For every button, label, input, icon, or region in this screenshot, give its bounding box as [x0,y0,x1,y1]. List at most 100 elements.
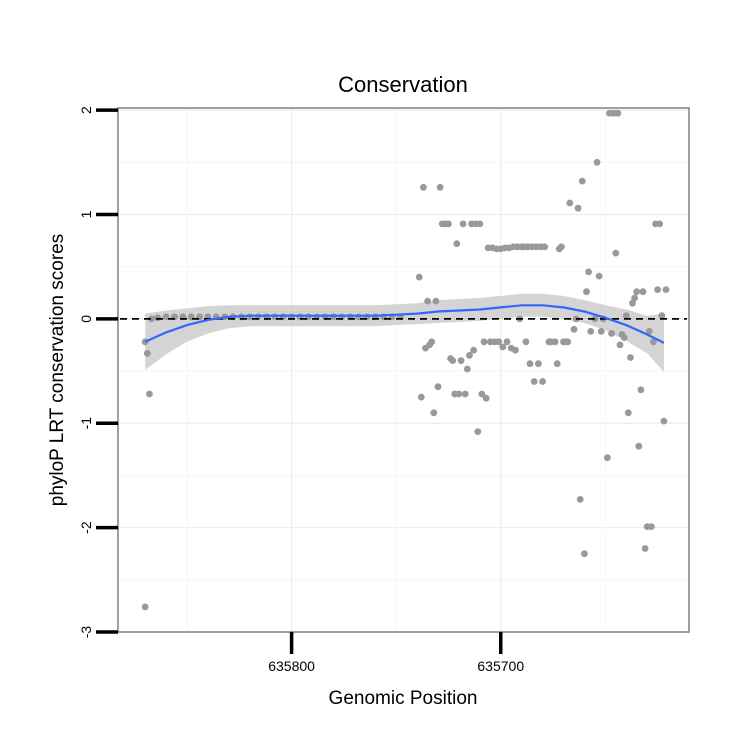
data-point [637,386,645,394]
data-point [162,313,170,321]
data-point [593,158,601,166]
data-point [453,240,461,248]
data-point [146,390,153,398]
x-axis-title: Genomic Position [329,688,478,709]
data-point [415,273,423,281]
data-point [595,272,603,280]
gridlines [118,108,689,633]
x-tick-label: 635700 [477,658,524,674]
data-point [635,442,643,450]
data-point [627,354,634,361]
data-point [645,328,653,335]
data-point [633,288,641,296]
y-axis-ticks: -3 -2 -1 0 1 2 [78,106,118,638]
data-point [551,338,559,346]
ribbon-area [145,293,664,373]
data-point [622,312,630,320]
smooth-trend-line [144,304,665,344]
data-point [650,338,657,346]
data-point [564,338,572,346]
data-point [430,409,438,417]
data-point [457,357,465,364]
data-point [154,314,162,322]
data-point [148,315,155,323]
data-point [480,338,488,346]
data-point [463,365,471,373]
data-point [558,243,565,251]
data-point [629,299,636,307]
data-point [503,338,511,346]
y-tick-label: 0 [78,315,94,323]
y-tick-label: -3 [78,626,94,639]
trend-line [144,304,665,344]
data-point [612,249,620,257]
data-point [541,243,549,251]
data-point [639,288,647,296]
data-point [530,378,538,385]
data-point [449,357,457,364]
data-point [526,360,534,368]
y-axis-title: phyloP LRT conservation scores [47,234,68,507]
data-point [616,341,624,349]
data-point [434,383,442,391]
data-point [608,330,615,337]
data-point [466,352,473,359]
data-point [648,523,655,530]
data-point [660,417,668,425]
data-point [587,328,595,335]
data-point [445,220,452,228]
data-point [522,338,530,346]
confidence-ribbon [145,293,664,373]
y-tick-label: -2 [78,521,94,534]
data-point [141,603,149,611]
data-point [476,220,484,228]
data-point [578,177,586,185]
data-point [143,349,151,357]
scatter-points [141,109,670,611]
data-point [614,109,622,117]
y-tick-label: -1 [78,417,94,430]
data-point [539,378,546,385]
data-point [597,328,605,335]
data-point [583,288,590,296]
data-point [455,390,463,398]
data-point [662,286,670,293]
data-point [428,338,436,346]
x-axis-ticks: 635800 635700 [268,632,524,674]
data-point [512,346,519,354]
data-point [581,550,588,558]
data-point [474,428,482,435]
chart-title: Conservation [338,72,468,97]
data-point [658,312,666,320]
data-point [495,338,503,346]
x-tick-label: 635800 [268,658,315,674]
data-point [566,199,574,207]
data-point [570,325,578,333]
data-point [654,286,661,293]
data-point [631,294,638,302]
data-point [461,390,469,398]
data-point [499,343,507,351]
data-point [620,334,628,341]
data-point [432,297,440,305]
data-point [656,220,664,228]
data-point [459,220,467,228]
data-point [604,454,611,462]
y-tick-label: 1 [78,210,94,218]
data-point [478,390,486,398]
data-point [624,409,632,417]
data-point [535,360,542,368]
data-point [585,268,592,276]
plot-panel [118,108,689,632]
data-point [574,204,582,212]
y-tick-label: 2 [78,106,94,114]
data-point [420,183,427,191]
data-point [641,545,649,552]
data-point [417,393,425,401]
data-point [424,297,431,305]
data-point [553,360,561,368]
data-point [470,346,477,354]
data-point [576,496,584,503]
data-point [436,183,444,191]
